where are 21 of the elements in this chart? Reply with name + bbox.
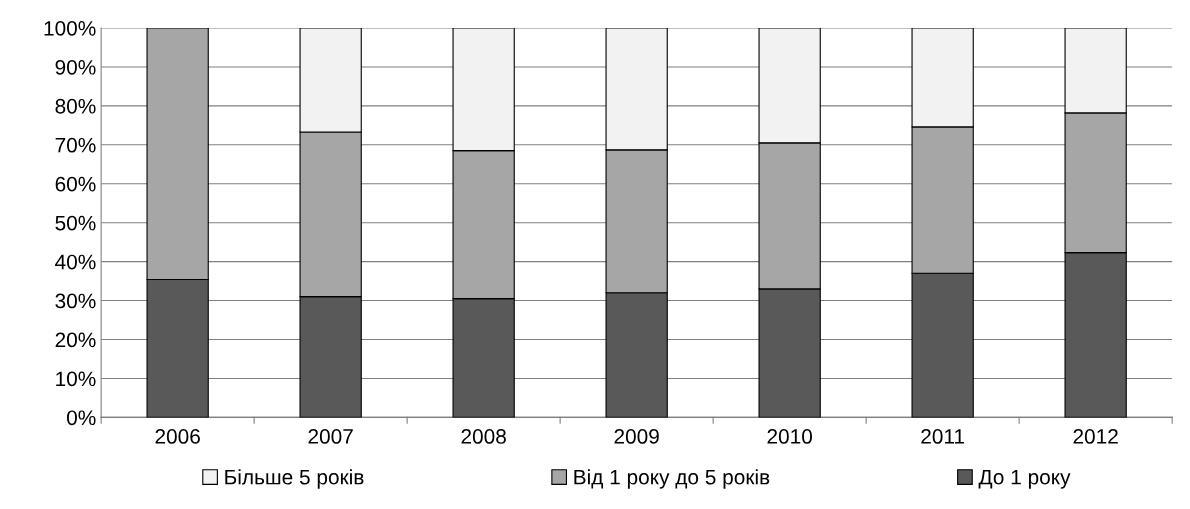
x-tick-label: 2009	[614, 429, 659, 444]
legend-label: До 1 року	[978, 469, 1071, 489]
x-tick-label: 2006	[155, 429, 200, 444]
x-tick-label: 2012	[1073, 429, 1118, 444]
y-tick-label: 60%	[55, 176, 96, 192]
y-tick-label: 70%	[55, 137, 96, 153]
y-tick-label: 0%	[66, 410, 96, 426]
y-tick-label: 100%	[44, 21, 96, 36]
x-tick-label: 2010	[767, 429, 813, 444]
y-tick-label: 90%	[55, 59, 96, 75]
y-tick-label: 20%	[55, 332, 96, 348]
y-tick-label: 50%	[55, 215, 96, 231]
y-tick-label: 80%	[55, 98, 96, 114]
y-tick-label: 30%	[55, 293, 96, 309]
x-tick-label: 2011	[921, 429, 965, 444]
legend-label: Від 1 року до 5 років	[574, 469, 770, 489]
y-tick-label: 10%	[56, 371, 96, 387]
y-tick-label: 40%	[55, 254, 96, 270]
x-tick-label: 2008	[461, 429, 506, 444]
x-tick-label: 2007	[308, 429, 353, 444]
legend-label: Більше 5 років	[225, 469, 364, 489]
